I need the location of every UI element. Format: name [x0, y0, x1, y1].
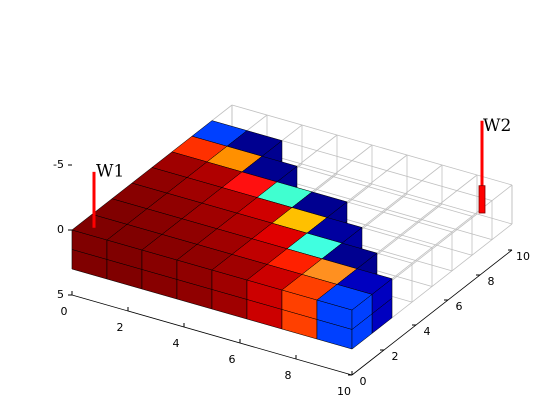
z-tick-label: 5 [57, 288, 64, 301]
well-label: W2 [483, 116, 511, 136]
axis-line [351, 249, 513, 376]
well-label: W1 [96, 161, 124, 181]
x-tick-label: 2 [117, 321, 124, 334]
y-tick-label: 10 [516, 250, 530, 263]
well-perforation [478, 185, 486, 214]
x-tick-label: 6 [229, 353, 236, 366]
y-tick-label: 8 [488, 275, 495, 288]
x-tick-label: 10 [337, 385, 351, 398]
y-tick-label: 4 [424, 325, 431, 338]
cell-top [316, 284, 373, 311]
z-tick-label: -5 [53, 158, 64, 171]
axis-line [71, 294, 353, 376]
z-tick-label: 0 [57, 223, 64, 236]
y-tick-label: 0 [360, 375, 367, 388]
x-tick-label: 4 [173, 337, 180, 350]
wire [231, 104, 513, 186]
y-tick-label: 2 [392, 350, 399, 363]
y-tick-label: 6 [456, 300, 463, 313]
x-tick-label: 8 [285, 369, 292, 382]
cell-side [351, 313, 373, 350]
x-tick-label: 0 [61, 305, 68, 318]
